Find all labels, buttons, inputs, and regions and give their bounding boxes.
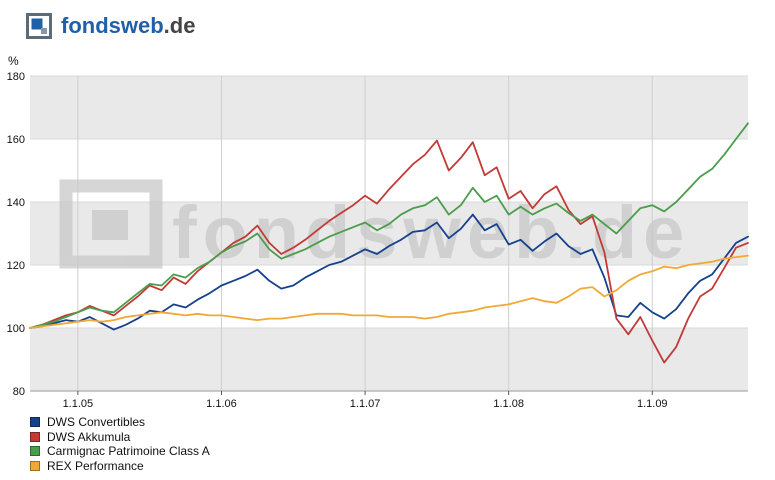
x-tick-label: 1.1.07	[350, 398, 381, 410]
y-tick-label: 140	[7, 197, 25, 209]
series-line-carmignac-patrimoine-class-a	[29, 122, 749, 329]
legend-swatch-carmignac-patrimoine	[30, 446, 40, 457]
x-tick-label: 1.1.08	[493, 398, 524, 410]
legend-label: REX Performance	[47, 458, 144, 473]
series-line-dws-akkumula	[29, 139, 749, 364]
x-tick-label: 1.1.06	[206, 398, 237, 410]
y-tick-label: 180	[7, 71, 25, 83]
legend-swatch-dws-akkumula	[30, 431, 40, 442]
site-title: fondsweb.de	[61, 13, 195, 39]
legend-swatch-rex-performance	[30, 460, 40, 471]
series-line-dws-convertibles	[29, 213, 749, 331]
performance-line-chart: fondsweb.de1.1.05 1.1.06 1.1.07 1.1.08 1.1.0…	[7, 71, 749, 410]
svg-text:fondsweb.de: fondsweb.de	[172, 191, 690, 274]
y-axis-unit-label: %	[8, 54, 19, 68]
watermark: fondsweb.de	[59, 179, 690, 274]
legend-item: Carmignac Patrimoine Class A	[30, 444, 775, 459]
y-tick-label: 100	[7, 323, 25, 335]
y-tick-label: 120	[7, 260, 25, 272]
legend-item: REX Performance	[30, 459, 775, 474]
site-logo[interactable]: fondsweb.de	[0, 0, 775, 42]
x-axis: 1.1.05 1.1.06 1.1.07 1.1.08 1.1.09	[30, 390, 748, 410]
y-tick-label: 80	[13, 386, 25, 398]
legend-label: DWS Convertibles	[47, 415, 146, 430]
y-axis: 180 160 140 120 100 80	[7, 71, 25, 398]
legend-item: DWS Akkumula	[30, 430, 775, 445]
y-tick-label: 160	[7, 134, 25, 146]
brand-name: fondsweb	[61, 13, 164, 38]
legend-swatch-dws-convertibles	[30, 417, 40, 428]
fondsweb-logo-icon	[26, 13, 52, 39]
chart-legend: DWS Convertibles DWS Akkumula Carmignac …	[30, 415, 775, 473]
x-tick-label: 1.1.09	[637, 398, 668, 410]
legend-label: Carmignac Patrimoine Class A	[47, 444, 210, 459]
x-tick-label: 1.1.05	[63, 398, 94, 410]
brand-tld: .de	[163, 13, 196, 38]
series-line-rex-performance	[29, 254, 749, 329]
legend-label: DWS Akkumula	[47, 429, 131, 444]
legend-item: DWS Convertibles	[30, 415, 775, 430]
